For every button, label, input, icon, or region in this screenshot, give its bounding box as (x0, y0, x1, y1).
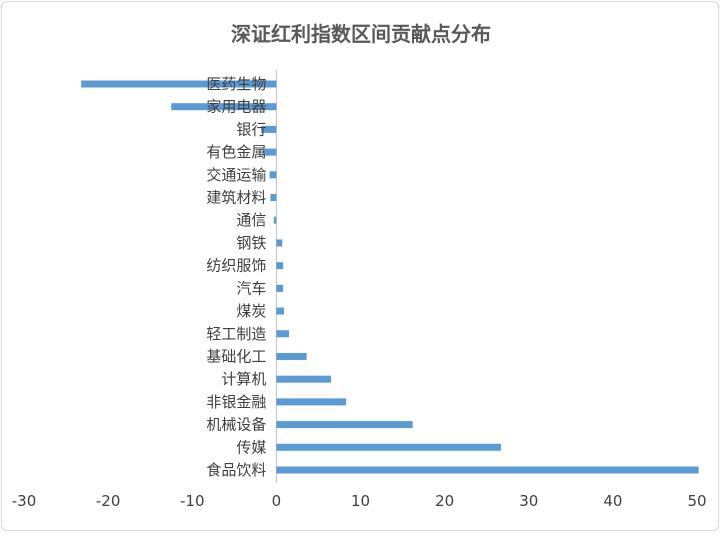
chart-title: 深证红利指数区间贡献点分布 (231, 22, 491, 46)
bar (276, 307, 284, 315)
bar (261, 125, 277, 133)
category-label: 钢铁 (236, 234, 266, 252)
category-label: 非银金融 (206, 393, 266, 411)
bar (276, 421, 413, 429)
category-label: 纺织服饰 (206, 257, 266, 275)
bar (276, 375, 332, 383)
category-label: 交通运输 (206, 166, 266, 184)
x-tick-label: -20 (96, 492, 121, 510)
category-label: 家用电器 (206, 98, 266, 116)
bar (81, 80, 277, 88)
x-tick-label: 30 (519, 492, 538, 510)
category-label: 医药生物 (206, 75, 266, 93)
category-labels-layer: 医药生物家用电器银行有色金属交通运输建筑材料通信钢铁纺织服饰汽车煤炭轻工制造基础… (206, 75, 266, 479)
category-label: 煤炭 (236, 302, 266, 320)
x-tick-label: -10 (180, 492, 205, 510)
category-label: 通信 (236, 211, 266, 229)
category-label: 传媒 (236, 438, 266, 456)
bar (276, 262, 284, 270)
category-label: 有色金属 (206, 143, 266, 161)
category-label: 机械设备 (206, 416, 266, 434)
x-tick-label: 50 (687, 492, 706, 510)
bar (276, 330, 289, 338)
bar (276, 466, 699, 474)
bar (276, 239, 283, 247)
bar (262, 148, 277, 156)
bar (269, 171, 277, 179)
x-tick-label: 20 (435, 492, 454, 510)
category-label: 汽车 (236, 279, 266, 297)
bar (276, 352, 307, 360)
x-axis: -30 -20 -10 0 10 20 30 40 50 (12, 492, 707, 510)
x-tick-label: 10 (351, 492, 370, 510)
x-tick-label: -30 (12, 492, 37, 510)
bar (273, 216, 277, 224)
category-label: 建筑材料 (206, 189, 266, 207)
category-label: 计算机 (221, 370, 266, 388)
bar (276, 284, 284, 292)
bar (171, 103, 277, 111)
bar (276, 398, 347, 406)
x-tick-label: 0 (272, 492, 282, 510)
bars-layer (81, 70, 699, 483)
category-label: 银行 (236, 120, 266, 138)
bar (270, 194, 277, 202)
category-label: 基础化工 (206, 347, 266, 365)
category-label: 食品饮料 (206, 461, 266, 479)
category-label: 轻工制造 (206, 325, 266, 343)
x-tick-label: 40 (603, 492, 622, 510)
bar (276, 443, 501, 451)
